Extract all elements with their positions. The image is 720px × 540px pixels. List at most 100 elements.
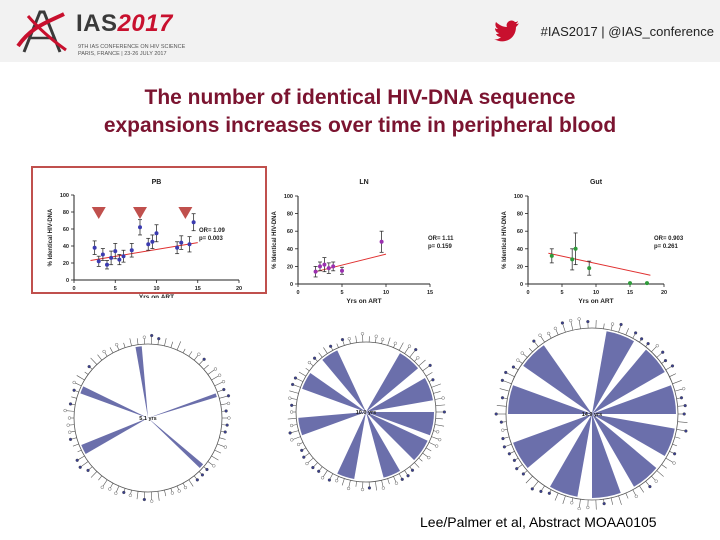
chart-stat: p= 0.159 bbox=[428, 244, 453, 250]
tree-leaf bbox=[654, 479, 658, 483]
phylogenetic-tree-5yrs: 5.1 yrs bbox=[63, 333, 231, 503]
tree-branch bbox=[496, 405, 507, 407]
tree-branch bbox=[672, 380, 682, 385]
y-axis-label: % Identical HIV-DNA bbox=[272, 211, 278, 269]
tree-branch bbox=[136, 338, 139, 345]
tree-leaf bbox=[224, 409, 228, 413]
tree-branch bbox=[341, 478, 345, 486]
conference-hashtag: #IAS2017 | @IAS_conference bbox=[540, 24, 714, 39]
highlight-triangle bbox=[133, 207, 147, 219]
x-tick-label: 0 bbox=[72, 286, 75, 292]
tree-leaf bbox=[511, 365, 516, 369]
tree-leaf bbox=[290, 403, 294, 407]
tree-leaf bbox=[68, 437, 73, 441]
tree-leaf bbox=[78, 465, 82, 469]
tree-branch bbox=[76, 375, 85, 381]
data-point bbox=[326, 266, 331, 271]
tree-branch bbox=[435, 404, 446, 407]
tree-leaf bbox=[115, 343, 119, 347]
tree-branch bbox=[211, 455, 219, 461]
tree-branch bbox=[603, 323, 605, 329]
data-point bbox=[100, 252, 105, 257]
x-axis-label: Yrs on ART bbox=[346, 298, 381, 305]
tree-leaf bbox=[516, 358, 520, 362]
tree-branch bbox=[164, 338, 167, 346]
trend-line bbox=[90, 242, 198, 261]
tree-leaf bbox=[553, 326, 557, 330]
tree-leaf bbox=[501, 428, 505, 432]
data-point bbox=[187, 242, 192, 247]
tree-branch bbox=[84, 371, 89, 375]
tree-branch bbox=[610, 497, 614, 505]
tree-leaf bbox=[560, 321, 565, 325]
y-tick-label: 80 bbox=[63, 210, 69, 216]
expansion-wedge bbox=[366, 412, 400, 478]
chart-title: PB bbox=[152, 179, 162, 186]
expansion-wedge bbox=[592, 385, 676, 414]
trend-line bbox=[548, 252, 651, 276]
tree-leaf bbox=[502, 445, 506, 449]
tree-leaf bbox=[663, 359, 668, 363]
tree-leaf bbox=[142, 497, 146, 502]
tree-branch bbox=[164, 490, 167, 497]
tree-leaf bbox=[521, 472, 525, 476]
y-tick-label: 60 bbox=[63, 227, 69, 233]
x-tick-label: 20 bbox=[661, 290, 667, 296]
tree-branch bbox=[375, 481, 377, 491]
tree-branch bbox=[431, 383, 441, 388]
tree-leaf bbox=[684, 429, 688, 433]
tree-branch bbox=[398, 342, 404, 351]
tree-leaf bbox=[223, 445, 228, 449]
tree-branch bbox=[665, 457, 675, 464]
tree-leaf bbox=[302, 455, 306, 459]
tree-leaf bbox=[673, 452, 677, 456]
y-tick-label: 60 bbox=[517, 229, 523, 235]
tree-leaf bbox=[547, 491, 551, 495]
tree-leaf bbox=[221, 380, 226, 384]
tree-leaf bbox=[646, 342, 650, 346]
tree-branch bbox=[661, 464, 667, 469]
tree-branch bbox=[674, 436, 681, 439]
twitter-bird-icon bbox=[494, 20, 519, 42]
tree-leaf bbox=[610, 322, 615, 326]
x-axis-label: Yrs on ART bbox=[578, 298, 613, 305]
data-point bbox=[129, 248, 134, 253]
tree-leaf bbox=[431, 378, 435, 382]
tree-branch bbox=[414, 462, 420, 468]
data-point bbox=[587, 266, 592, 271]
x-tick-label: 0 bbox=[526, 290, 529, 296]
tree-branch bbox=[318, 352, 323, 358]
chart-title: LN bbox=[359, 179, 368, 186]
expansion-wedge bbox=[366, 412, 428, 461]
tree-branch bbox=[672, 443, 678, 447]
x-tick-label: 15 bbox=[195, 286, 201, 292]
y-tick-label: 60 bbox=[287, 229, 293, 235]
tree-leaf bbox=[530, 487, 534, 491]
tree-branch bbox=[188, 479, 194, 487]
tree-leaf bbox=[416, 356, 420, 360]
tree-leaf bbox=[142, 335, 146, 339]
tree-leaf bbox=[515, 467, 519, 471]
tree-leaf bbox=[290, 438, 294, 442]
tree-leaf bbox=[634, 331, 638, 335]
tree-leaf bbox=[114, 491, 118, 495]
tree-branch bbox=[625, 328, 629, 336]
tree-leaf bbox=[577, 317, 581, 321]
tree-branch bbox=[287, 417, 297, 420]
tree-center-label: 10.0 yrs bbox=[356, 410, 377, 416]
pb-chart: PB 0 20 40 60 80 100 0 5 10 15 20 Yrs on ART % Identi… bbox=[34, 170, 264, 301]
expansion-wedge bbox=[513, 414, 592, 468]
tree-branch bbox=[214, 449, 222, 454]
tree-leaf bbox=[435, 444, 439, 448]
y-tick-label: 0 bbox=[520, 282, 523, 288]
tree-leaf bbox=[539, 489, 543, 493]
y-axis-label: % Identical HIV-DNA bbox=[502, 211, 508, 269]
expansion-wedge bbox=[322, 350, 366, 412]
tree-leaf bbox=[307, 360, 312, 365]
chart-stat: OR= 1.09 bbox=[199, 228, 226, 234]
tree-leaf bbox=[289, 423, 294, 428]
x-tick-label: 0 bbox=[296, 290, 299, 296]
expansion-wedge bbox=[366, 353, 419, 412]
tree-leaf bbox=[213, 367, 218, 371]
expansion-wedge bbox=[135, 346, 148, 418]
